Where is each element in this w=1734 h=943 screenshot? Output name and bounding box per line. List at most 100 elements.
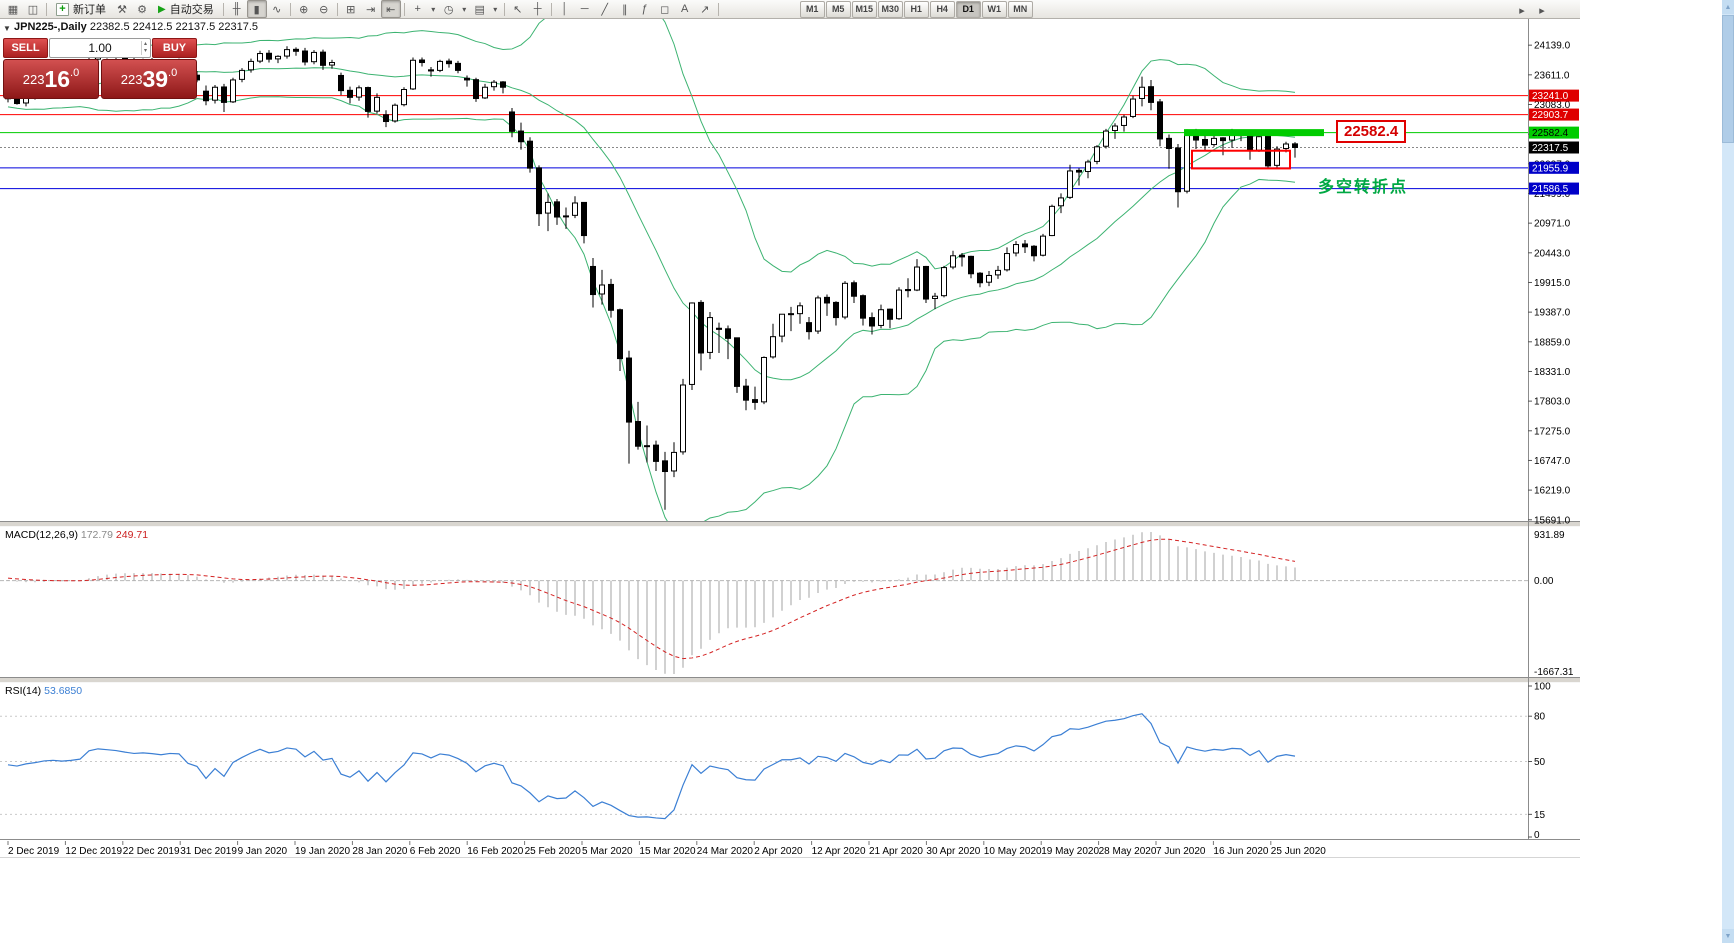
svg-text:19915.0: 19915.0 <box>1534 278 1571 289</box>
crosshair-icon: ┼ <box>533 3 542 15</box>
auto-scroll-button[interactable]: ⇥ <box>361 0 381 18</box>
svg-text:80: 80 <box>1534 712 1546 723</box>
svg-text:18331.0: 18331.0 <box>1534 367 1571 378</box>
svg-text:6 Feb 2020: 6 Feb 2020 <box>410 846 461 857</box>
candlestick-chart-icon: ▮ <box>253 3 260 16</box>
one-click-collapse-icon[interactable]: ▼ <box>3 24 11 33</box>
line-chart-button[interactable]: ∿ <box>267 0 287 18</box>
zoom-in-button[interactable]: ⊕ <box>294 0 314 18</box>
rsi-pane[interactable] <box>0 713 1528 820</box>
autotrading-button[interactable]: ▶ 自动交易 <box>152 0 220 18</box>
timeframe-d1[interactable]: D1 <box>955 0 981 18</box>
scrollbar-down-arrow-icon[interactable]: ▼ <box>1722 929 1734 943</box>
candlestick-chart-button[interactable]: ▮ <box>246 0 267 18</box>
cursor-icon: ↖ <box>513 3 523 16</box>
indicators-dropdown-button[interactable]: ▾ <box>428 0 439 18</box>
fibonacci-button[interactable]: ƒ <box>635 0 655 18</box>
svg-text:28 Jan 2020: 28 Jan 2020 <box>352 846 407 857</box>
templates-icon: ▤ <box>474 3 485 16</box>
volume-decrease-button[interactable]: ▾ <box>140 48 149 55</box>
price-chart-pane[interactable] <box>0 0 1528 532</box>
sell-price-big: 16 <box>44 65 71 92</box>
new-chart-button[interactable]: ▦ <box>3 0 23 18</box>
svg-text:931.89: 931.89 <box>1534 530 1565 541</box>
buy-price-suffix: .0 <box>168 67 178 79</box>
timeframe-buttons: M1 M5 M15 M30 H1 H4 D1 W1 MN <box>799 0 1034 18</box>
timeframe-w1[interactable]: W1 <box>981 0 1007 18</box>
trendline-button[interactable]: ╱ <box>595 0 615 18</box>
macd-signal-line <box>7 538 1296 660</box>
svg-text:17275.0: 17275.0 <box>1534 426 1571 437</box>
svg-text:20443.0: 20443.0 <box>1534 248 1571 259</box>
svg-text:21586.5: 21586.5 <box>1532 184 1569 195</box>
timeframe-h1[interactable]: H1 <box>903 0 929 18</box>
new-chart-icon: ▦ <box>7 3 19 16</box>
scrollbar-thumb[interactable] <box>1722 15 1734 143</box>
metaeditor-button[interactable]: ⚒ <box>112 0 132 18</box>
new-order-button[interactable]: + 新订单 <box>50 0 112 18</box>
toolbar-more-icon-2[interactable]: ▸ <box>1539 4 1545 17</box>
timeframe-m5[interactable]: M5 <box>825 0 851 18</box>
resistance-price-callout[interactable]: 22582.4 <box>1336 120 1407 143</box>
volume-field[interactable]: 1.00 ▴ ▾ <box>49 38 151 58</box>
timeframe-m15[interactable]: M15 <box>851 0 877 18</box>
channel-button[interactable]: ∥ <box>615 0 635 18</box>
timeframe-m30[interactable]: M30 <box>877 0 903 18</box>
trendline-icon: ╱ <box>601 3 609 16</box>
periods-dropdown-button[interactable]: ▾ <box>459 0 470 18</box>
arrows-icon: ↗ <box>700 3 710 16</box>
thick-resistance-line[interactable] <box>1184 129 1324 137</box>
volume-increase-button[interactable]: ▴ <box>140 41 149 48</box>
macd-main-value: 172.79 <box>80 529 113 541</box>
indicators-dropdown-icon: ▾ <box>431 4 436 14</box>
zoom-out-button[interactable]: ⊖ <box>314 0 334 18</box>
crosshair-button[interactable]: ┼ <box>528 0 548 18</box>
periods-icon: ◷ <box>443 3 454 16</box>
svg-text:21 Apr 2020: 21 Apr 2020 <box>869 846 923 857</box>
new-order-icon: + <box>56 2 69 16</box>
toolbar-separator <box>336 2 338 16</box>
turning-point-note[interactable]: 多空转折点 <box>1318 179 1409 196</box>
fibonacci-icon: ƒ <box>641 3 648 15</box>
pane-splitter-macd[interactable] <box>0 521 1580 527</box>
arrows-button[interactable]: ↗ <box>695 0 715 18</box>
pane-splitter-rsi[interactable] <box>0 677 1580 683</box>
templates-button[interactable]: ▤ <box>470 0 490 18</box>
bollinger-middle-band <box>7 67 1296 381</box>
tile-windows-button[interactable]: ⊞ <box>341 0 361 18</box>
vertical-line-button[interactable]: │ <box>555 0 575 18</box>
page-scrollbar[interactable]: ▲ ▼ <box>1722 0 1734 943</box>
one-click-trading-panel: SELL 1.00 ▴ ▾ BUY 223 16.0 223 39.0 <box>3 38 197 99</box>
timeframe-mn[interactable]: MN <box>1007 0 1033 18</box>
timeframe-m1[interactable]: M1 <box>799 0 825 18</box>
horizontal-line-button[interactable]: ─ <box>575 0 595 18</box>
profiles-button[interactable]: ◫ <box>23 0 43 18</box>
svg-text:23611.0: 23611.0 <box>1534 70 1570 81</box>
timeframe-h4[interactable]: H4 <box>929 0 955 18</box>
chart-shift-button[interactable]: ⇤ <box>380 0 401 18</box>
templates-dropdown-button[interactable]: ▾ <box>490 0 501 18</box>
templates-dropdown-icon: ▾ <box>493 4 498 14</box>
toolbar-more-icon-1[interactable]: ▸ <box>1519 4 1525 17</box>
text-button[interactable]: A <box>675 0 695 18</box>
svg-text:19387.0: 19387.0 <box>1534 308 1571 319</box>
indicators-button[interactable]: + <box>408 0 428 18</box>
toolbar-separator <box>46 2 47 16</box>
buy-button[interactable]: 223 39.0 <box>101 59 197 99</box>
svg-text:12 Apr 2020: 12 Apr 2020 <box>812 846 866 857</box>
bar-chart-button[interactable]: ╫ <box>227 0 247 18</box>
shapes-button[interactable]: ◻ <box>655 0 675 18</box>
scrollbar-up-arrow-icon[interactable]: ▲ <box>1722 0 1734 14</box>
time-axis[interactable]: 2 Dec 2019 12 Dec 2019 22 Dec 2019 31 Dec 2… <box>7 841 1326 857</box>
axis-label-21955.9 <box>1529 161 1579 174</box>
sell-button[interactable]: 223 16.0 <box>3 59 99 99</box>
chart-canvas[interactable]: 24139.023611.023083.022555.022027.021499… <box>0 0 1580 858</box>
periods-button[interactable]: ◷ <box>439 0 459 18</box>
macd-signal-value: 249.71 <box>115 529 149 541</box>
zoom-in-icon: ⊕ <box>299 3 309 16</box>
options-button[interactable]: ⚙ <box>132 0 152 18</box>
cursor-button[interactable]: ↖ <box>508 0 528 18</box>
price-axis[interactable]: 24139.023611.023083.022555.022027.021499… <box>1528 41 1579 841</box>
macd-pane[interactable] <box>0 532 1528 674</box>
consolidation-box[interactable] <box>1191 149 1291 170</box>
